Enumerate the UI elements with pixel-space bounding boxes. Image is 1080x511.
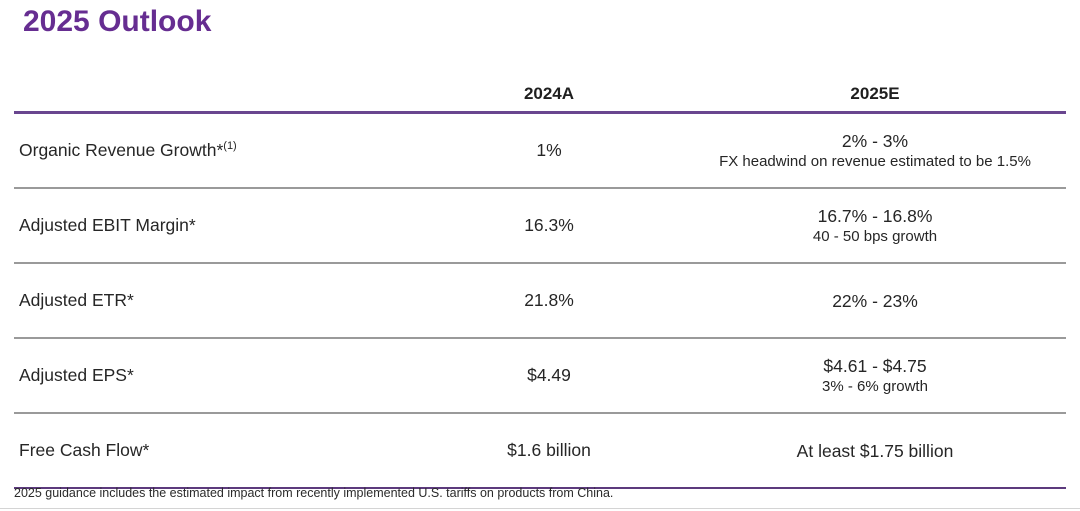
cell-2024a: 21.8% bbox=[524, 290, 574, 310]
cell-2024a: 16.3% bbox=[524, 215, 574, 235]
cell-2025e-main: $4.61 - $4.75 bbox=[823, 355, 927, 376]
table-header-row: 2024A 2025E bbox=[14, 84, 1066, 114]
row-label: Organic Revenue Growth*(1) bbox=[14, 140, 414, 161]
table-row-adjusted-eps: Adjusted EPS* $4.49 $4.61 - $4.75 3% - 6… bbox=[14, 339, 1066, 414]
row-label: Adjusted EBIT Margin* bbox=[14, 215, 414, 236]
cell-2025e-main: 22% - 23% bbox=[832, 290, 918, 311]
row-label: Free Cash Flow* bbox=[14, 440, 414, 461]
outlook-table: 2024A 2025E Organic Revenue Growth*(1) 1… bbox=[14, 84, 1066, 489]
bottom-divider bbox=[0, 508, 1080, 509]
row-label-text: Organic Revenue Growth* bbox=[19, 140, 224, 160]
header-2024a: 2024A bbox=[523, 84, 575, 103]
table-row-adjusted-ebit-margin: Adjusted EBIT Margin* 16.3% 16.7% - 16.8… bbox=[14, 189, 1066, 264]
cell-2025e-main: At least $1.75 billion bbox=[796, 440, 954, 461]
table-row-adjusted-etr: Adjusted ETR* 21.8% 22% - 23% bbox=[14, 264, 1066, 339]
cell-2024a: $1.6 billion bbox=[507, 440, 591, 460]
cell-2025e-main: 16.7% - 16.8% bbox=[817, 205, 933, 226]
cell-2025e-main: 2% - 3% bbox=[841, 130, 909, 151]
cell-2025e: 16.7% - 16.8% 40 - 50 bps growth bbox=[684, 205, 1066, 247]
table-row-free-cash-flow: Free Cash Flow* $1.6 billion At least $1… bbox=[14, 414, 1066, 489]
footnote-ref: (1) bbox=[223, 140, 237, 153]
cell-2025e: 22% - 23% bbox=[684, 290, 1066, 312]
cell-2024a: $4.49 bbox=[527, 365, 571, 385]
row-label: Adjusted ETR* bbox=[14, 290, 414, 311]
row-label-text: Adjusted ETR* bbox=[19, 290, 134, 310]
cell-2025e: 2% - 3% FX headwind on revenue estimated… bbox=[684, 130, 1066, 172]
guidance-footnote: 2025 guidance includes the estimated imp… bbox=[14, 486, 614, 500]
cell-2025e-sub: 3% - 6% growth bbox=[822, 377, 928, 395]
table-row-organic-revenue-growth: Organic Revenue Growth*(1) 1% 2% - 3% FX… bbox=[14, 114, 1066, 189]
row-label-text: Adjusted EBIT Margin* bbox=[19, 215, 196, 235]
page-title: 2025 Outlook bbox=[23, 5, 212, 38]
cell-2025e-sub: FX headwind on revenue estimated to be 1… bbox=[719, 152, 1031, 170]
header-2025e: 2025E bbox=[850, 84, 900, 103]
row-label: Adjusted EPS* bbox=[14, 365, 414, 386]
cell-2025e-sub: 40 - 50 bps growth bbox=[812, 227, 938, 245]
cell-2025e: At least $1.75 billion bbox=[684, 440, 1066, 462]
row-label-text: Adjusted EPS* bbox=[19, 365, 134, 385]
cell-2025e: $4.61 - $4.75 3% - 6% growth bbox=[684, 355, 1066, 397]
row-label-text: Free Cash Flow* bbox=[19, 440, 150, 460]
cell-2024a: 1% bbox=[536, 140, 562, 160]
